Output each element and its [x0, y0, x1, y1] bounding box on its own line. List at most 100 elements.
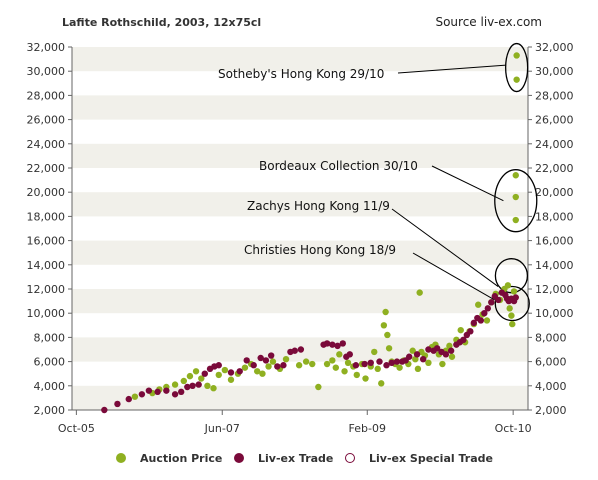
- data-point-auction: [332, 364, 340, 371]
- data-point-auction: [265, 363, 272, 370]
- data-point-trade: [125, 395, 132, 403]
- data-point-auction: [412, 355, 419, 363]
- data-point-trade: [184, 383, 191, 391]
- y-tick-label-right: 16,000: [535, 235, 574, 248]
- y-tick-label-left: 12,000: [27, 283, 66, 296]
- data-point-trade: [376, 358, 383, 365]
- data-point-auction: [396, 364, 403, 371]
- x-tick-label: Oct-10: [495, 422, 532, 435]
- data-point-trade: [236, 368, 243, 375]
- x-tick-label: Feb-09: [349, 422, 386, 435]
- data-point-trade: [367, 359, 374, 367]
- y-tick-label-left: 2,000: [34, 404, 66, 417]
- data-point-auction: [448, 353, 456, 360]
- scatter-chart: 2,000 2,000 4,000 4,000 6,000 6,000 8,000 8,000…: [27, 41, 574, 435]
- data-point-auction: [425, 359, 432, 367]
- y-tick-label-left: 4,000: [34, 380, 66, 393]
- data-point-auction: [198, 375, 205, 382]
- data-point-auction: [353, 371, 360, 379]
- data-point-auction: [315, 383, 322, 391]
- legend-item-livex-special-trade[interactable]: Liv-ex Special Trade: [345, 452, 493, 466]
- annotation-leader-line: [391, 208, 499, 287]
- y-tick-label-right: 30,000: [535, 65, 574, 78]
- data-point-trade: [361, 360, 368, 368]
- annotation-label: Sotheby's Hong Kong 29/10: [218, 67, 384, 81]
- data-point-auction: [416, 289, 423, 296]
- data-point-trade: [329, 341, 336, 348]
- highlight-ellipse: [494, 285, 530, 322]
- annotation-label: Zachys Hong Kong 11/9: [247, 199, 390, 213]
- data-point-auction: [253, 368, 261, 375]
- data-point-auction: [385, 345, 393, 352]
- data-point-auction: [475, 301, 482, 308]
- livex-trade-marker-icon: [234, 453, 244, 463]
- y-tick-label-right: 24,000: [535, 138, 574, 151]
- grid-band: [72, 143, 528, 168]
- grid-band: [72, 192, 528, 217]
- data-point-auction: [344, 359, 352, 367]
- data-point-trade: [352, 362, 360, 369]
- chart-title: Lafite Rothschild, 2003, 12x75cl: [62, 16, 262, 29]
- data-point-trade: [419, 355, 427, 363]
- data-point-auction: [414, 365, 422, 373]
- data-point-auction: [382, 308, 389, 316]
- data-point-trade: [243, 357, 250, 364]
- data-point-trade: [250, 362, 257, 369]
- data-point-auction: [221, 366, 229, 374]
- data-point-auction: [171, 381, 179, 388]
- data-point-trade: [257, 354, 264, 362]
- data-point-auction: [302, 358, 310, 365]
- data-point-trade: [477, 317, 485, 324]
- highlight-ellipses: [494, 42, 538, 322]
- data-point-auction: [378, 380, 385, 387]
- data-point-trade: [388, 359, 395, 367]
- y-tick-label-right: 28,000: [535, 89, 574, 102]
- legend-item-auction-price[interactable]: Auction Price: [116, 452, 222, 466]
- auction-price-marker-icon: [116, 453, 126, 463]
- data-point-trade: [101, 406, 108, 414]
- data-point-trade: [425, 346, 432, 353]
- data-point-trade: [495, 296, 502, 304]
- data-point-auction: [513, 52, 520, 59]
- data-point-trade: [189, 382, 196, 389]
- data-point-trade: [460, 336, 467, 344]
- data-point-auction: [380, 322, 388, 329]
- data-point-auction: [210, 385, 217, 392]
- data-point-trade: [267, 352, 275, 359]
- y-tick-label-right: 8,000: [535, 331, 567, 344]
- data-point-trade: [274, 363, 281, 370]
- y-tick-label-left: 22,000: [27, 162, 66, 175]
- y-tick-label-right: 22,000: [535, 162, 574, 175]
- data-point-trade: [339, 340, 347, 347]
- data-point-trade: [145, 387, 153, 394]
- grid-band: [72, 47, 528, 72]
- data-point-trade: [442, 351, 450, 358]
- data-point-auction: [506, 305, 513, 312]
- data-point-trade: [481, 310, 488, 317]
- data-point-trade: [262, 357, 270, 364]
- y-tick-label-left: 26,000: [27, 114, 66, 127]
- data-point-auction: [227, 376, 235, 383]
- data-point-trade: [195, 381, 202, 388]
- legend-item-livex-trade[interactable]: Liv-ex Trade: [234, 452, 333, 466]
- annotation-leaders: [391, 64, 507, 301]
- highlight-ellipse: [504, 42, 529, 93]
- annotations: Sotheby's Hong Kong 29/10 Bordeaux Collec…: [218, 67, 418, 257]
- data-point-trade: [447, 347, 455, 354]
- data-point-auction: [131, 393, 139, 400]
- data-point-auction: [309, 360, 316, 368]
- y-tick-label-right: 12,000: [535, 283, 574, 296]
- data-point-auction: [269, 358, 277, 365]
- y-tick-label-left: 24,000: [27, 138, 66, 151]
- data-point-trade: [171, 391, 179, 398]
- data-point-auction: [457, 326, 464, 334]
- y-tick-label-left: 32,000: [27, 41, 66, 54]
- livex-special-trade-marker-icon: [345, 453, 355, 463]
- data-point-trade: [467, 328, 474, 335]
- data-point-auction: [180, 377, 188, 385]
- data-point-trade: [114, 400, 121, 408]
- y-tick-label-right: 32,000: [535, 41, 574, 54]
- y-tick-label-left: 10,000: [27, 307, 66, 320]
- data-point-auction: [483, 317, 491, 324]
- data-point-auction: [513, 76, 520, 83]
